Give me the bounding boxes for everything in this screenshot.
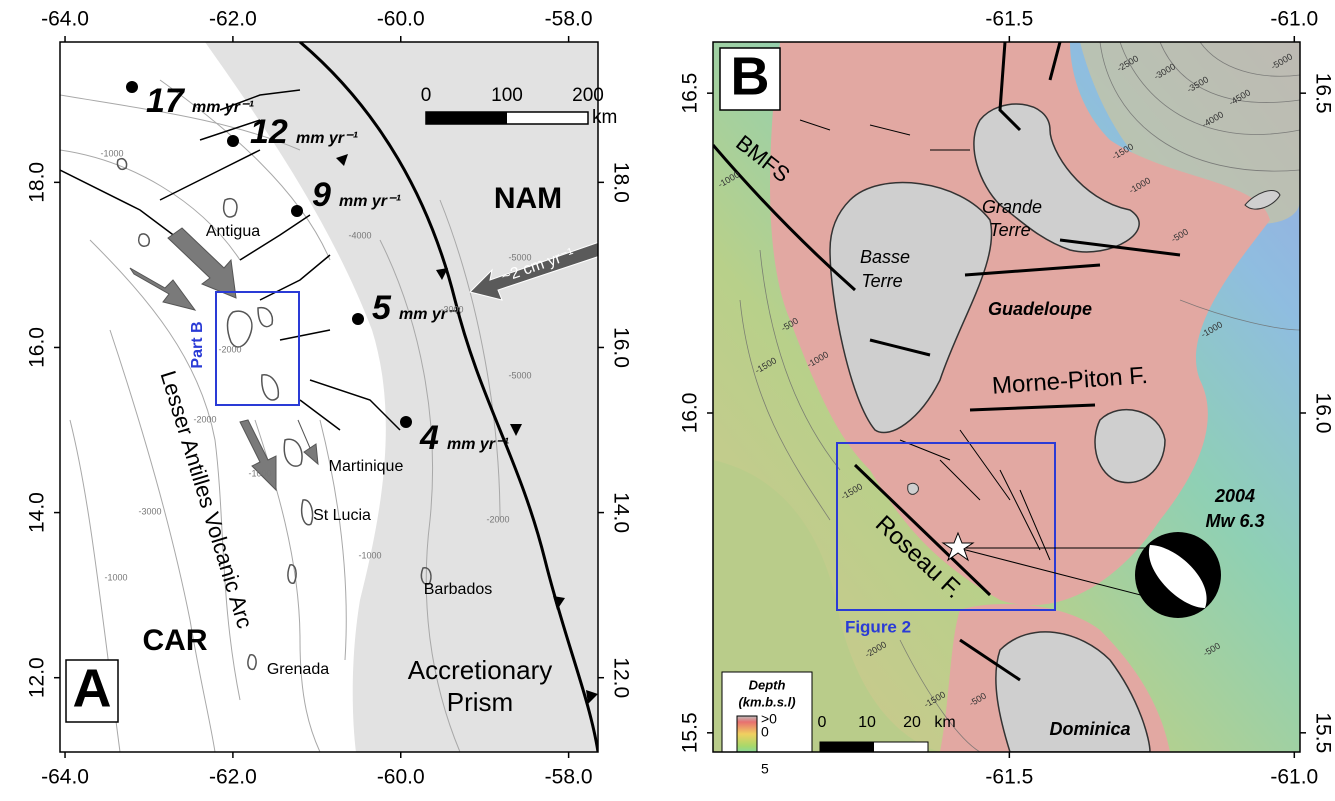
contour-label: -2000 xyxy=(486,514,509,524)
lat-tick-label: 16.0 xyxy=(679,393,702,434)
lon-tick-label: -61.0 xyxy=(1270,8,1318,31)
contour-label: -4000 xyxy=(348,230,371,240)
contour-label: -1000 xyxy=(104,572,127,582)
lon-tick-label: -60.0 xyxy=(377,766,425,789)
box-label: Figure 2 xyxy=(845,617,911,636)
scale-unit: km xyxy=(934,714,955,731)
lat-tick-label: 16.0 xyxy=(609,327,632,368)
frame-b xyxy=(712,41,1301,753)
lat-tick-label: 15.5 xyxy=(679,712,702,753)
gps-rate: 5 xyxy=(372,289,392,327)
island-label: Basse xyxy=(860,247,910,267)
island-label: Grande xyxy=(982,197,1042,217)
prism-label: Prism xyxy=(447,687,513,717)
lon-tick-label: -58.0 xyxy=(545,766,593,789)
panel-letter-box xyxy=(719,47,781,111)
map-b xyxy=(713,42,1300,752)
lat-tick-label: 12.0 xyxy=(26,657,49,698)
island-label: Terre xyxy=(989,220,1030,240)
scale-label: 20 xyxy=(903,714,921,731)
frame-a xyxy=(59,41,599,753)
scale-label: 100 xyxy=(491,85,523,106)
gps-rate: 4 xyxy=(419,419,439,457)
lon-tick-label: -64.0 xyxy=(41,766,89,789)
lat-tick-label: 18.0 xyxy=(609,162,632,203)
plate-label: CAR xyxy=(143,624,208,657)
island-label: Antigua xyxy=(206,223,260,240)
gps-rate: 17 xyxy=(146,82,186,120)
lon-tick-label: -61.0 xyxy=(1270,766,1318,789)
gps-station xyxy=(227,135,239,147)
scale-label: 0 xyxy=(421,85,432,106)
gps-unit: mm yr⁻¹ xyxy=(192,99,254,116)
lon-tick-label: -61.5 xyxy=(985,8,1033,31)
contour-label: -1000 xyxy=(100,148,123,158)
gps-station xyxy=(400,416,412,428)
lat-tick-label: 16.0 xyxy=(1311,393,1334,434)
island-label: Martinique xyxy=(329,458,404,475)
lon-tick-label: -62.0 xyxy=(209,766,257,789)
island-label: St Lucia xyxy=(313,507,371,524)
island-label: Barbados xyxy=(424,581,493,598)
event-label: 2004 xyxy=(1214,486,1255,506)
prism-label: Accretionary xyxy=(408,655,553,685)
legend-title: Depth xyxy=(749,677,786,692)
contour-label: -2000 xyxy=(193,414,216,424)
contour-label: -5000 xyxy=(508,252,531,262)
scale-label: 0 xyxy=(818,714,827,731)
legend-unit: (km.b.s.l) xyxy=(738,694,795,709)
event-label: Mw 6.3 xyxy=(1205,511,1264,531)
lon-tick-label: -60.0 xyxy=(377,8,425,31)
scale-unit: km xyxy=(592,107,617,128)
legend-label: >0 xyxy=(761,711,777,727)
lat-tick-label: 16.5 xyxy=(1311,73,1334,114)
lat-tick-label: 14.0 xyxy=(26,492,49,533)
panel-letter-box xyxy=(65,659,119,723)
lat-tick-label: 16.0 xyxy=(26,327,49,368)
island-label: Dominica xyxy=(1049,719,1130,739)
gps-station xyxy=(352,313,364,325)
gps-unit: mm yr⁻¹ xyxy=(447,436,509,453)
gps-rate: 9 xyxy=(312,176,331,214)
contour-label: -3000 xyxy=(138,506,161,516)
scale-bar-a-fill xyxy=(426,112,507,124)
lon-tick-label: -62.0 xyxy=(209,8,257,31)
scale-label: 200 xyxy=(572,85,604,106)
lat-tick-label: 18.0 xyxy=(26,162,49,203)
contour-label: -2000 xyxy=(218,344,241,354)
legend-label: 5 xyxy=(761,761,769,777)
lon-tick-label: -64.0 xyxy=(41,8,89,31)
lat-tick-label: 16.5 xyxy=(679,73,702,114)
gps-unit: mm yr⁻¹ xyxy=(296,130,358,147)
lat-tick-label: 12.0 xyxy=(609,657,632,698)
lat-tick-label: 15.5 xyxy=(1311,712,1334,753)
contour-label: -1000 xyxy=(248,468,271,478)
island-label: Grenada xyxy=(267,661,329,678)
lon-tick-label: -61.5 xyxy=(985,766,1033,789)
gps-rate: 12 xyxy=(250,113,288,151)
legend-label: 0 xyxy=(761,724,769,740)
plate-label: NAM xyxy=(494,182,562,215)
contour-label: -5000 xyxy=(508,370,531,380)
lat-tick-label: 14.0 xyxy=(609,492,632,533)
contour-label: -3000 xyxy=(440,304,463,314)
box-label: Part B xyxy=(189,321,206,368)
contour-label: -1000 xyxy=(358,550,381,560)
panel-letter: B xyxy=(731,46,770,106)
island-label: Terre xyxy=(861,271,902,291)
gps-station xyxy=(291,205,303,217)
island-label: Guadeloupe xyxy=(988,299,1092,319)
gps-unit: mm yr⁻¹ xyxy=(399,306,461,323)
panel-letter: A xyxy=(73,658,112,718)
map-a xyxy=(60,42,598,752)
scale-label: 10 xyxy=(858,714,876,731)
gps-station xyxy=(126,81,138,93)
lon-tick-label: -58.0 xyxy=(545,8,593,31)
gps-unit: mm yr⁻¹ xyxy=(339,193,401,210)
